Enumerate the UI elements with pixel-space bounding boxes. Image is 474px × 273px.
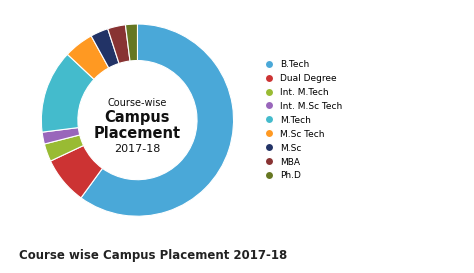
Wedge shape <box>108 25 130 63</box>
Wedge shape <box>42 127 80 144</box>
Text: Placement: Placement <box>94 126 181 141</box>
Wedge shape <box>91 29 119 68</box>
Text: Campus: Campus <box>105 110 170 125</box>
Wedge shape <box>41 54 94 132</box>
Wedge shape <box>51 146 102 198</box>
Wedge shape <box>126 24 137 61</box>
Wedge shape <box>81 24 234 216</box>
Wedge shape <box>45 135 83 161</box>
Legend: B.Tech, Dual Degree, Int. M.Tech, Int. M.Sc Tech, M.Tech, M.Sc Tech, M.Sc, MBA, : B.Tech, Dual Degree, Int. M.Tech, Int. M… <box>260 60 343 180</box>
Wedge shape <box>67 36 109 79</box>
Text: Course wise Campus Placement 2017-18: Course wise Campus Placement 2017-18 <box>19 249 287 262</box>
Text: Course-wise: Course-wise <box>108 98 167 108</box>
Text: 2017-18: 2017-18 <box>114 144 161 154</box>
